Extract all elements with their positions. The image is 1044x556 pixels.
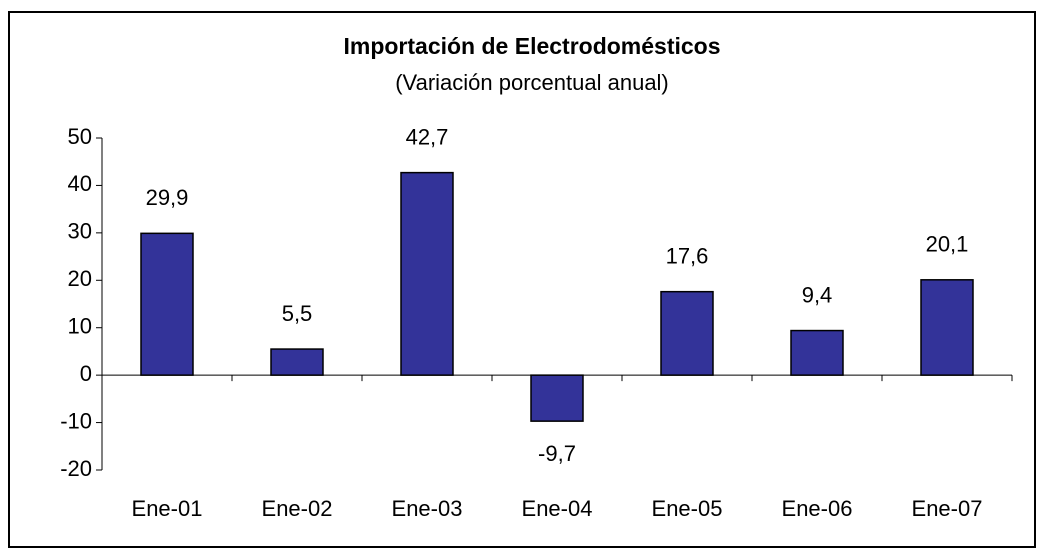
x-tick-label: Ene-07 bbox=[912, 496, 983, 521]
chart-subtitle: (Variación porcentual anual) bbox=[395, 70, 669, 95]
x-tick-label: Ene-06 bbox=[782, 496, 853, 521]
y-tick-label: 10 bbox=[68, 314, 92, 339]
y-tick-label: 40 bbox=[68, 171, 92, 196]
y-tick-label: 30 bbox=[68, 219, 92, 244]
value-label: 29,9 bbox=[146, 185, 189, 210]
value-label: 9,4 bbox=[802, 282, 833, 307]
chart-title: Importación de Electrodomésticos bbox=[343, 33, 720, 59]
value-label: -9,7 bbox=[538, 441, 576, 466]
y-tick-label: 20 bbox=[68, 266, 92, 291]
value-label: 17,6 bbox=[666, 243, 709, 268]
value-label: 42,7 bbox=[406, 124, 449, 149]
x-tick-label: Ene-04 bbox=[522, 496, 593, 521]
y-tick-label: -10 bbox=[60, 408, 92, 433]
bar bbox=[530, 374, 584, 422]
x-tick-label: Ene-03 bbox=[392, 496, 463, 521]
x-tick-label: Ene-05 bbox=[652, 496, 723, 521]
bar bbox=[920, 279, 974, 376]
value-label: 20,1 bbox=[926, 232, 969, 257]
bar bbox=[790, 329, 844, 376]
y-tick-label: 50 bbox=[68, 124, 92, 149]
bar bbox=[660, 290, 714, 376]
x-tick-label: Ene-01 bbox=[132, 496, 203, 521]
y-tick-label: -20 bbox=[60, 456, 92, 481]
x-tick-label: Ene-02 bbox=[262, 496, 333, 521]
value-label: 5,5 bbox=[282, 301, 313, 326]
y-tick-label: 0 bbox=[80, 361, 92, 386]
bar bbox=[400, 171, 454, 376]
bar bbox=[140, 232, 194, 376]
bar bbox=[270, 348, 324, 376]
